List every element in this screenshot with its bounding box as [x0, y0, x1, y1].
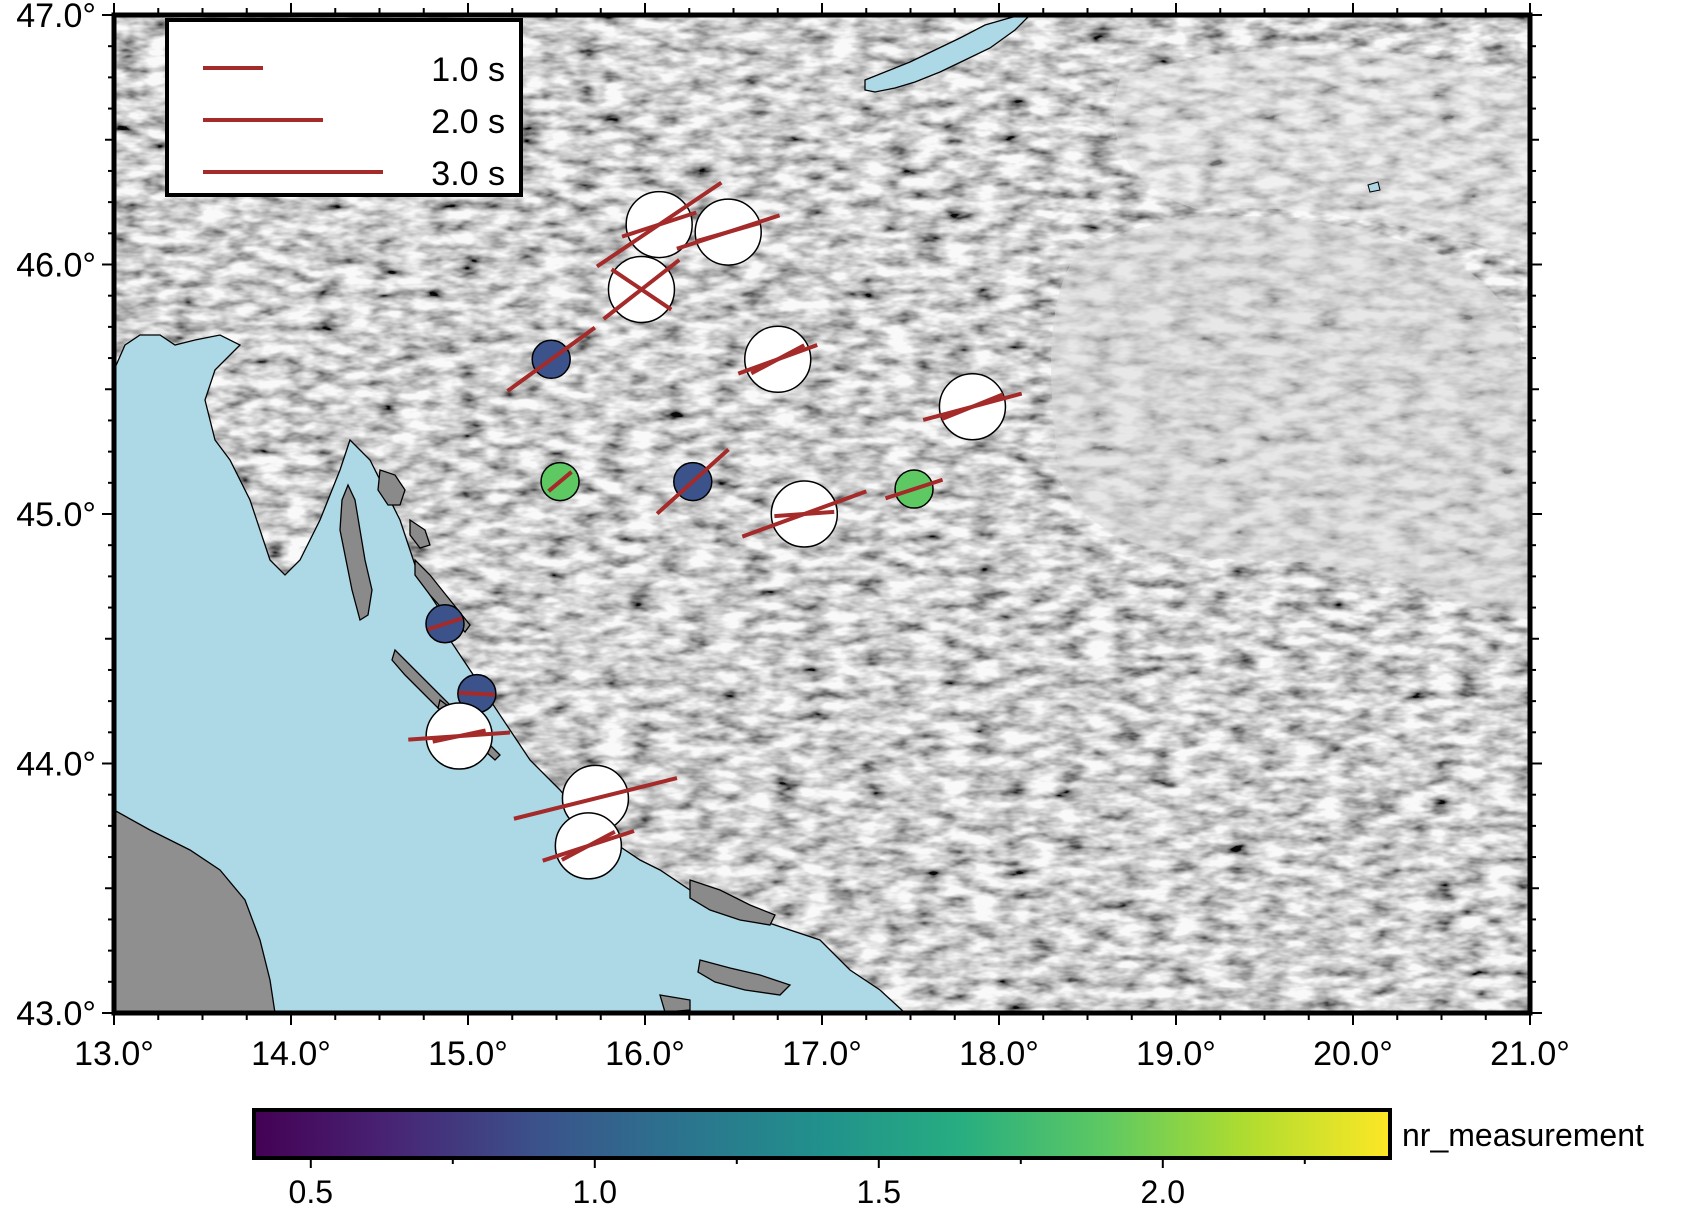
island-hvar [697, 959, 792, 996]
island-korcula [659, 994, 691, 1013]
station-5 [425, 604, 465, 644]
island-rab [409, 518, 431, 549]
sea-area [114, 15, 1381, 1013]
station-2 [540, 461, 580, 502]
legend-label: 2.0 s [431, 103, 505, 141]
y-tick-label: 46.0° [16, 247, 96, 285]
island-brac [689, 879, 776, 926]
split-bar [655, 447, 730, 516]
x-tick-label: 17.0° [782, 1035, 862, 1073]
station-15 [542, 812, 635, 880]
station-10 [737, 325, 818, 394]
colorbar-tick-label: 1.5 [857, 1174, 901, 1210]
legend-box [165, 18, 523, 197]
split-bar [621, 210, 697, 239]
x-tick-label: 19.0° [1136, 1035, 1216, 1073]
x-tick-label: 20.0° [1313, 1035, 1393, 1073]
colorbar-tick-label: 2.0 [1141, 1174, 1185, 1210]
x-axis: 13.0° 14.0° 15.0° 16.0° 17.0° 18.0° 19.0° 20.0°… [74, 3, 1570, 1073]
y-axis: 43.0° 44.0° 45.0° 46.0° 47.0° [16, 0, 1542, 1033]
station-8 [676, 198, 781, 266]
split-bar [513, 776, 678, 821]
small-lake [1367, 181, 1381, 193]
italy-coast-land [114, 809, 276, 1013]
split-bar [506, 325, 597, 393]
x-tick-label: 18.0° [959, 1035, 1039, 1073]
y-tick-label: 44.0° [16, 746, 96, 784]
legend: 1.0 s 2.0 s 3.0 s [165, 18, 523, 197]
split-bar [458, 690, 495, 697]
y-tick-label: 43.0° [16, 995, 96, 1033]
split-bar [432, 728, 486, 744]
station-12 [741, 480, 868, 548]
y-tick-label: 47.0° [16, 0, 96, 35]
island-krk [377, 469, 406, 506]
colorbar-title: nr_measurement [1402, 1117, 1644, 1153]
station-1 [506, 325, 597, 393]
station-11 [922, 372, 1023, 441]
x-tick-label: 21.0° [1490, 1035, 1570, 1073]
colorbar-tick-label: 1.0 [573, 1174, 617, 1210]
split-bar [737, 343, 818, 376]
split-bar [610, 267, 673, 312]
split-bar [922, 391, 1023, 422]
legend-label: 1.0 s [431, 51, 505, 89]
split-bar [427, 616, 463, 632]
split-bar [542, 829, 635, 863]
y-tick-label: 45.0° [16, 496, 96, 534]
colorbar: 0.5 1.0 1.5 2.0 nr_measurement [252, 1108, 1644, 1210]
lake-balaton [864, 15, 1031, 93]
station-3 [655, 447, 730, 516]
split-bar [774, 509, 835, 519]
station-7 [595, 180, 723, 269]
colorbar-gradient [252, 1108, 1392, 1160]
split-bar [884, 477, 944, 501]
colorbar-tick-label: 0.5 [289, 1174, 333, 1210]
station-4 [884, 469, 944, 509]
x-tick-label: 16.0° [605, 1035, 685, 1073]
split-bar [695, 221, 761, 244]
pannonian-plain [1051, 48, 1530, 620]
x-tick-label: 14.0° [251, 1035, 331, 1073]
station-9 [602, 255, 681, 324]
x-tick-label: 15.0° [428, 1035, 508, 1073]
x-tick-label: 13.0° [74, 1035, 154, 1073]
island-cres [339, 483, 373, 622]
legend-label: 3.0 s [431, 155, 505, 193]
station-13 [408, 702, 511, 770]
station-layer [408, 180, 1023, 880]
split-bar [547, 470, 573, 493]
